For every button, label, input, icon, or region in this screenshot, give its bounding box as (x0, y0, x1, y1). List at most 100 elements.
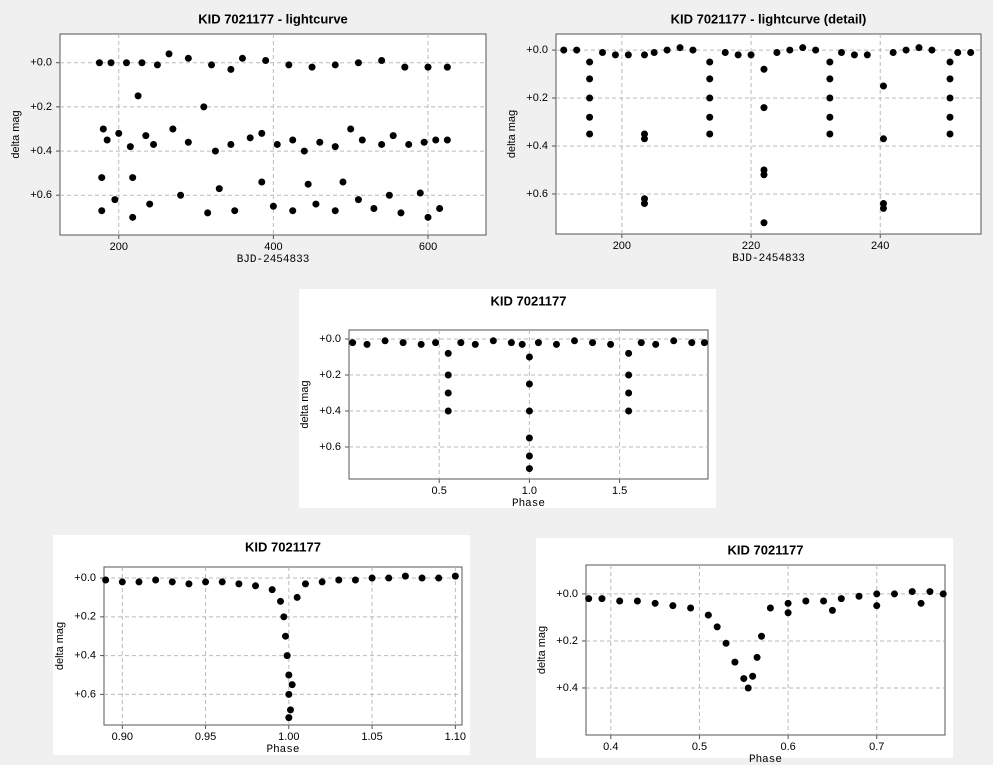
data-point (760, 171, 768, 179)
data-point (285, 671, 293, 679)
data-point (289, 207, 297, 215)
data-point (967, 48, 975, 56)
x-tick-label: 1.10 (445, 731, 466, 743)
data-point (169, 125, 177, 133)
data-point (625, 371, 633, 379)
data-point (269, 202, 277, 210)
data-point (586, 58, 594, 66)
y-tick-label: +0.0 (556, 588, 578, 600)
data-point (227, 140, 235, 148)
data-point (146, 200, 154, 208)
data-point (339, 178, 347, 186)
x-axis-label: Phase (266, 744, 299, 756)
data-point (424, 213, 432, 221)
data-point (747, 51, 755, 59)
x-axis-label: BJD-2454833 (732, 253, 805, 265)
data-point (552, 340, 560, 348)
y-tick-label: +0.2 (526, 92, 548, 104)
data-point (258, 129, 266, 137)
data-point (812, 46, 820, 54)
data-point (312, 200, 320, 208)
y-tick-label: +0.2 (319, 369, 341, 381)
x-tick-label: 220 (742, 240, 760, 252)
data-point (283, 652, 291, 660)
x-tick-label: 1.0 (522, 485, 537, 497)
data-point (424, 63, 432, 71)
data-point (802, 597, 810, 605)
data-point (98, 174, 106, 182)
plot-area (103, 566, 463, 726)
data-point (873, 602, 881, 610)
y-axis-label: delta mag (54, 622, 66, 670)
data-point (231, 207, 239, 215)
data-point (111, 196, 119, 204)
x-axis-label: Phase (749, 754, 782, 765)
data-point (134, 92, 142, 100)
data-point (184, 138, 192, 146)
data-point (734, 51, 742, 59)
data-point (153, 61, 161, 69)
data-point (300, 147, 308, 155)
data-point (227, 65, 235, 73)
chart-title: KID 7021177 (245, 539, 321, 554)
data-point (946, 75, 954, 83)
data-point (358, 136, 366, 144)
data-point (122, 59, 130, 67)
y-tick-label: +0.0 (30, 57, 52, 69)
y-tick-label: +0.6 (30, 189, 52, 201)
data-point (432, 339, 440, 347)
data-point (401, 572, 409, 580)
data-point (349, 339, 357, 347)
data-point (784, 599, 792, 607)
data-point (744, 684, 752, 692)
data-point (150, 140, 158, 148)
data-point (432, 136, 440, 144)
data-point (389, 132, 397, 140)
data-point (370, 204, 378, 212)
data-point (177, 191, 185, 199)
data-point (640, 135, 648, 143)
data-point (126, 143, 134, 151)
data-point (760, 166, 768, 174)
data-point (471, 340, 479, 348)
y-tick-label: +0.0 (526, 44, 548, 56)
y-tick-label: +0.4 (526, 140, 548, 152)
data-point (435, 574, 443, 582)
data-point (277, 597, 285, 605)
y-axis-label: delta mag (536, 626, 548, 674)
x-tick-label: 200 (613, 240, 631, 252)
data-point (268, 586, 276, 594)
x-tick-label: 0.95 (195, 731, 216, 743)
data-point (289, 136, 297, 144)
data-point (826, 113, 834, 121)
data-point (915, 44, 923, 52)
data-point (129, 174, 137, 182)
data-point (826, 75, 834, 83)
data-point (652, 340, 660, 348)
data-point (731, 658, 739, 666)
data-point (689, 46, 697, 54)
data-point (135, 578, 143, 586)
data-point (760, 219, 768, 227)
x-tick-label: 1.5 (612, 485, 627, 497)
chart-panel: KID 7021177 0.4 0.5 0.6 0.7 +0.0 +0.2 +0.4 Phase… (536, 538, 953, 765)
data-point (416, 189, 424, 197)
data-point (99, 125, 107, 133)
data-point (335, 576, 343, 584)
data-point (616, 597, 624, 605)
chart-panel: KID 7021177 - lightcurve (detail) 200 220 2… (506, 11, 982, 265)
data-point (598, 595, 606, 603)
chart-panel: KID 7021177 0.5 1.0 1.5 +0.0 +0.2 +0.4 +0.6 Phas… (299, 289, 716, 510)
data-point (837, 595, 845, 603)
y-tick-label: +0.2 (74, 611, 96, 623)
data-point (890, 590, 898, 598)
y-axis-label: delta mag (506, 110, 518, 158)
data-point (599, 48, 607, 56)
data-point (525, 353, 533, 361)
data-point (331, 143, 339, 151)
data-point (758, 632, 766, 640)
data-point (946, 58, 954, 66)
data-point (879, 135, 887, 143)
chart-panel: KID 7021177 0.90 0.95 1.00 1.05 1.10 +0.0 +0.2 +… (53, 535, 470, 756)
data-point (95, 59, 103, 67)
